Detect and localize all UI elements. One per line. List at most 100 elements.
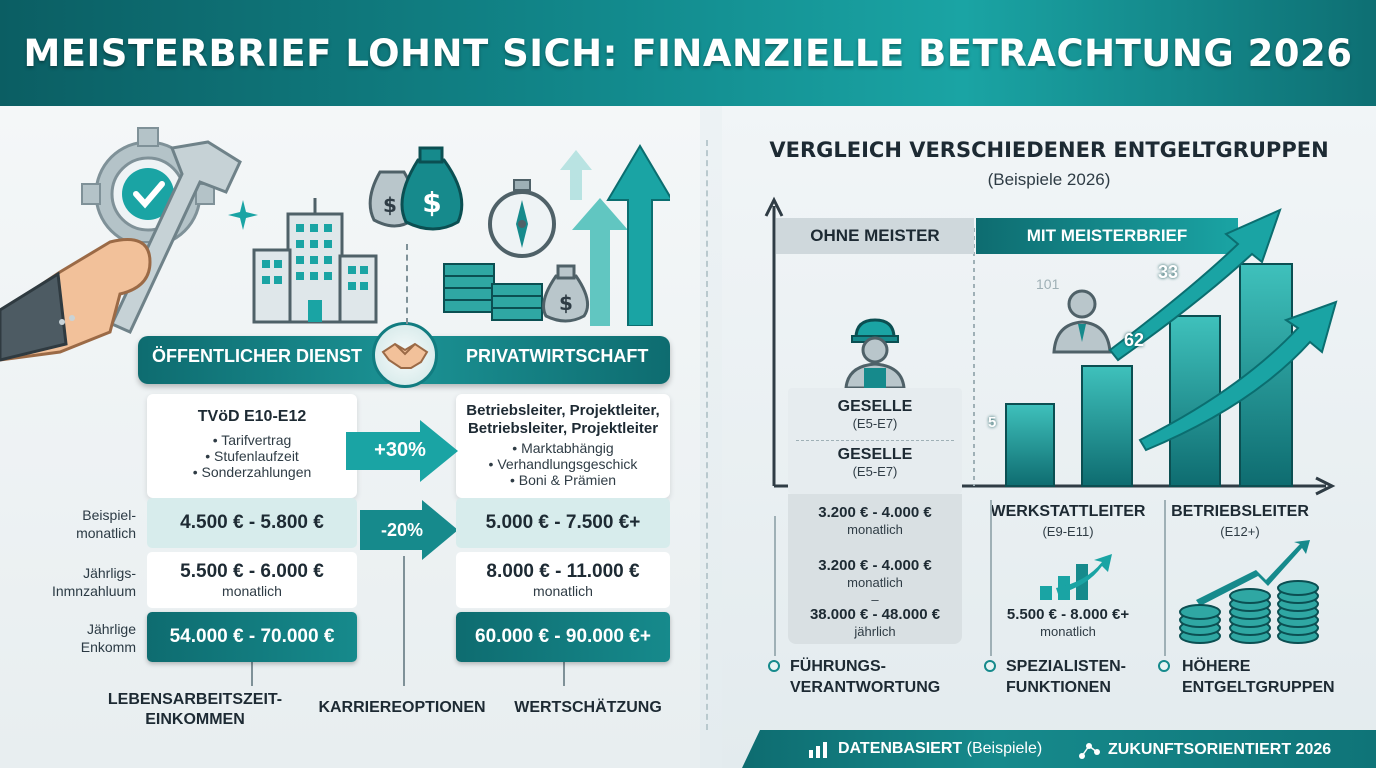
salary-period: jährlich	[854, 624, 896, 639]
cash-stack-icon	[443, 263, 543, 321]
journeyman-salary: 3.200 € - 4.000 € monatlich	[788, 504, 962, 538]
chart-number-label: 33	[1158, 262, 1179, 282]
journeyman-group: (E5-E7)	[852, 416, 898, 431]
connector-line	[990, 500, 992, 656]
salary-value: 38.000 € - 48.000 €	[809, 606, 941, 623]
feature-line: FÜHRUNGS-	[790, 658, 886, 675]
feature-line: HÖHERE	[1182, 658, 1251, 675]
feature-specialist: SPEZIALISTEN- FUNKTIONEN	[1006, 656, 1126, 698]
salary-dash: –	[871, 592, 879, 607]
private-card-title-line2: Betriebsleiter, Projektleiter	[467, 420, 659, 437]
column-title: BETRIEBSLEITER	[1171, 503, 1309, 520]
footer-future-oriented: ZUKUNFTSORIENTIERT 2026	[1078, 740, 1331, 760]
chart-number-label: 62	[1124, 330, 1145, 350]
connector-line	[251, 662, 253, 686]
salary-value: 3.200 € - 4.000 €	[818, 504, 932, 521]
journeyman-title: GESELLE	[837, 398, 913, 415]
salary-period: monatlich	[847, 575, 903, 590]
workshop-manager-label: WERKSTATTLEITER (E9-E11)	[984, 502, 1152, 542]
column-group: (E12+)	[1220, 524, 1260, 539]
comparison-subtitle: (Beispiele 2026)	[987, 170, 1111, 189]
public-sector-label: ÖFFENTLICHER DIENST	[152, 346, 362, 366]
svg-text:$: $	[422, 186, 441, 219]
value-text: 4.500 € - 5.800 €	[180, 512, 324, 533]
footer-bar	[742, 730, 1376, 768]
increase-badge: +30%	[374, 438, 426, 461]
journeyman-salary: 3.200 € - 4.000 € monatlich –	[788, 557, 962, 608]
svg-text:$: $	[559, 291, 573, 315]
row-label-line: Inmnzahluum	[51, 583, 136, 599]
private-monthly-value: 5.000 € - 7.500 €+	[456, 498, 670, 548]
chart-number-label: 101	[1036, 276, 1060, 292]
value-text: 8.000 € - 11.000 €	[486, 561, 640, 582]
separator	[796, 440, 954, 441]
header-banner: MEISTERBRIEF LOHNT SICH: FINANZIELLE BET…	[0, 0, 1376, 106]
private-annual-income-value: 60.000 € - 90.000 €+	[456, 612, 670, 662]
private-bullet: • Boni & Prämien	[509, 472, 617, 488]
value-text: 5.000 € - 7.500 €+	[485, 512, 641, 533]
growth-bar-chart	[1005, 208, 1338, 487]
private-bullet: • Verhandlungsgeschick	[488, 456, 638, 472]
public-monthly-value: 4.500 € - 5.800 €	[147, 498, 357, 548]
without-master-tag: OHNE MEISTER	[776, 218, 974, 254]
private-sector-label: PRIVATWIRTSCHAFT	[466, 346, 649, 366]
journeyman-label: GESELLE (E5-E7)	[788, 446, 962, 479]
public-sector-card: TVöD E10-E12 • Tarifvertrag • Stufenlauf…	[147, 394, 357, 498]
chart-number-label: 5	[988, 414, 997, 431]
bar-chart-icon	[809, 742, 827, 758]
footer-bold-text: DATENBASIERT	[838, 740, 963, 757]
salary-period: monatlich	[847, 522, 903, 537]
connector-dashed-line	[406, 244, 408, 324]
row-label-line: Enkomm	[80, 639, 136, 655]
footer-bold-text: ZUKUNFTSORIENTIERT 2026	[1108, 741, 1332, 758]
value-subtext: monatlich	[222, 583, 282, 599]
decrease-badge: -20%	[380, 519, 424, 540]
wrench-gear-hand-illustration	[0, 127, 242, 362]
manager-icon	[1052, 289, 1112, 354]
connector-line	[563, 662, 565, 686]
salary-period: monatlich	[1040, 624, 1096, 639]
private-bullet: • Marktabhängig	[512, 440, 614, 456]
public-card-title: TVöD E10-E12	[197, 408, 307, 425]
feature-bullet-icon	[1158, 660, 1170, 672]
row-label-line: monatlich	[76, 525, 136, 541]
public-annual-payment-value: 5.500 € - 6.000 € monatlich	[147, 552, 357, 608]
panel-divider	[706, 140, 708, 730]
connector-line	[774, 516, 776, 656]
connector-line	[1164, 500, 1166, 656]
compass-icon	[488, 179, 556, 258]
private-sector-card: Betriebsleiter, Projektleiter, Betriebsl…	[456, 394, 670, 498]
appreciation-label: WERTSCHÄTZUNG	[514, 699, 662, 716]
journeyman-salary-box	[788, 494, 962, 644]
journeyman-box	[788, 388, 962, 494]
row-label-annual-income: Jährlige Enkomm	[40, 620, 136, 656]
office-building-icon	[252, 198, 378, 324]
journeyman-salary: 38.000 € - 48.000 € jährlich	[788, 606, 962, 640]
lifetime-income-label: LEBENSARBEITSZEIT- EINKOMMEN	[100, 690, 290, 730]
value-text: 54.000 € - 70.000 €	[169, 626, 335, 647]
feature-bullet-icon	[768, 660, 780, 672]
salary-value: 5.500 € - 8.000 €+	[1006, 606, 1130, 623]
workshop-manager-salary: 5.500 € - 8.000 €+ monatlich	[984, 606, 1152, 640]
small-growth-chart-icon	[1040, 554, 1112, 600]
feature-bullet-icon	[984, 660, 996, 672]
row-label-line: Jährlige	[86, 621, 136, 637]
private-annual-payment-value: 8.000 € - 11.000 € monatlich	[456, 552, 670, 608]
growth-arrows-icon	[560, 144, 670, 326]
feature-line: VERANTWORTUNG	[790, 679, 941, 696]
svg-text:$: $	[383, 193, 397, 217]
journeyman-title: GESELLE	[837, 446, 913, 463]
network-icon	[1079, 743, 1100, 759]
feature-line: SPEZIALISTEN-	[1006, 658, 1127, 675]
value-subtext: monatlich	[533, 583, 593, 599]
connector-line	[403, 556, 405, 686]
career-options-label: KARRIEREOPTIONEN	[318, 699, 486, 716]
small-money-bag-icon: $	[542, 264, 590, 323]
feature-higher-groups: HÖHERE ENTGELTGRUPPEN	[1182, 656, 1335, 698]
money-bag-icon: $ $	[368, 146, 464, 231]
decrease-arrow-icon	[360, 500, 458, 560]
public-annual-income-value: 54.000 € - 70.000 €	[147, 612, 357, 662]
coin-stacks-icon	[1179, 540, 1319, 644]
worker-icon	[844, 318, 906, 388]
increase-arrow-icon	[346, 420, 458, 482]
